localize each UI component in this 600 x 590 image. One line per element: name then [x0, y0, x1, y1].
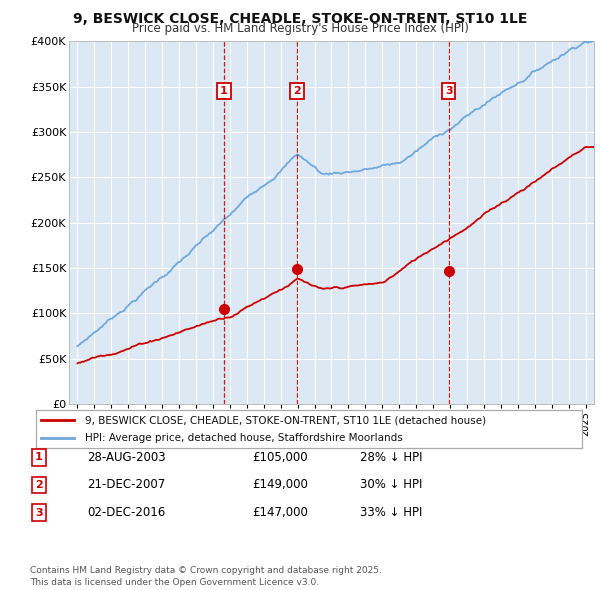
Text: 02-DEC-2016: 02-DEC-2016 [87, 506, 165, 519]
Text: 28-AUG-2003: 28-AUG-2003 [87, 451, 166, 464]
Text: Contains HM Land Registry data © Crown copyright and database right 2025.
This d: Contains HM Land Registry data © Crown c… [30, 566, 382, 587]
Text: 28% ↓ HPI: 28% ↓ HPI [360, 451, 422, 464]
Text: 21-DEC-2007: 21-DEC-2007 [87, 478, 165, 491]
Text: Price paid vs. HM Land Registry's House Price Index (HPI): Price paid vs. HM Land Registry's House … [131, 22, 469, 35]
Text: 9, BESWICK CLOSE, CHEADLE, STOKE-ON-TRENT, ST10 1LE (detached house): 9, BESWICK CLOSE, CHEADLE, STOKE-ON-TREN… [85, 415, 486, 425]
Text: £147,000: £147,000 [252, 506, 308, 519]
Text: HPI: Average price, detached house, Staffordshire Moorlands: HPI: Average price, detached house, Staf… [85, 434, 403, 444]
Text: £149,000: £149,000 [252, 478, 308, 491]
Text: 33% ↓ HPI: 33% ↓ HPI [360, 506, 422, 519]
Text: 2: 2 [293, 86, 301, 96]
Text: 3: 3 [35, 508, 43, 517]
Text: £105,000: £105,000 [252, 451, 308, 464]
Text: 30% ↓ HPI: 30% ↓ HPI [360, 478, 422, 491]
Text: 3: 3 [445, 86, 452, 96]
Text: 9, BESWICK CLOSE, CHEADLE, STOKE-ON-TRENT, ST10 1LE: 9, BESWICK CLOSE, CHEADLE, STOKE-ON-TREN… [73, 12, 527, 26]
Text: 1: 1 [220, 86, 228, 96]
Text: 1: 1 [35, 453, 43, 462]
Text: 2: 2 [35, 480, 43, 490]
